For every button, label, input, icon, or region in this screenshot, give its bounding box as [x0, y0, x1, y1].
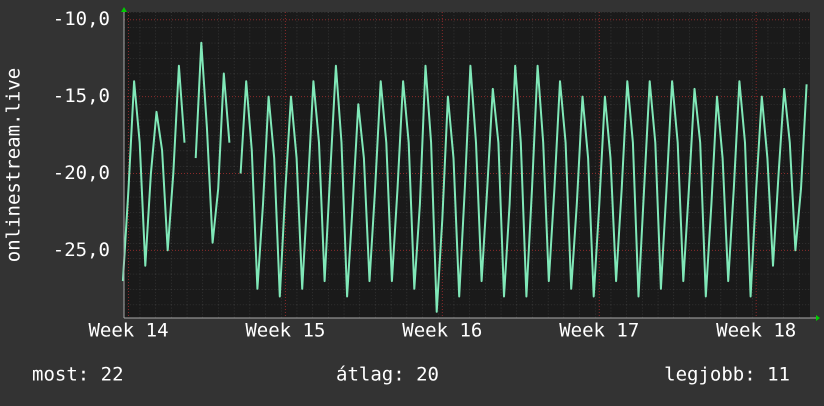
x-tick-label: Week 16: [402, 320, 482, 342]
y-axis-label: onlinestream.live: [3, 68, 25, 262]
y-tick-label: -20,0: [53, 162, 110, 184]
x-tick-label: Week 14: [88, 320, 168, 342]
x-tick-label: Week 15: [245, 320, 325, 342]
footer-current: most: 22: [32, 364, 124, 386]
footer-best: legjobb: 11: [664, 364, 790, 386]
y-tick-label: -10,0: [53, 8, 110, 30]
y-tick-label: -15,0: [53, 85, 110, 107]
data-line: [121, 41, 808, 313]
plot: [121, 41, 808, 313]
y-tick-label: -25,0: [53, 239, 110, 261]
x-arrow: [816, 315, 820, 321]
minor-grid: [124, 12, 810, 318]
footer-average: átlag: 20: [336, 364, 439, 386]
x-tick-label: Week 17: [559, 320, 639, 342]
x-tick-label: Week 18: [716, 320, 796, 342]
y-arrow: [121, 7, 127, 12]
grid: [124, 12, 810, 318]
